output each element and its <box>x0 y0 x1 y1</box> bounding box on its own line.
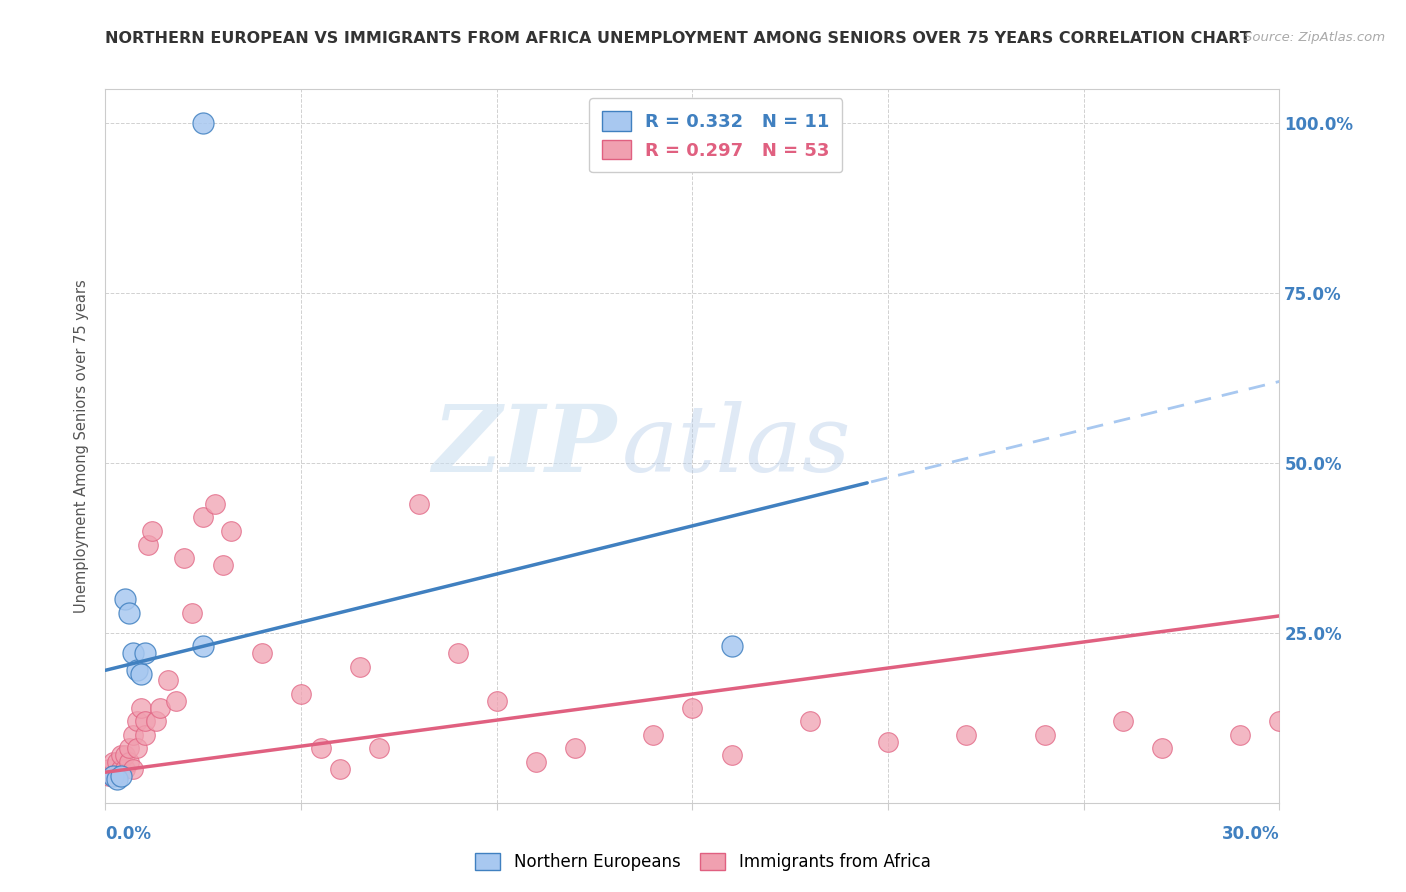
Point <box>121 646 143 660</box>
Point <box>110 762 132 776</box>
Point <box>114 748 136 763</box>
Point <box>329 762 352 776</box>
Point <box>129 666 152 681</box>
Point <box>180 606 202 620</box>
Point <box>98 769 121 783</box>
Point <box>134 728 156 742</box>
Point <box>446 646 468 660</box>
Point <box>309 741 332 756</box>
Text: ZIP: ZIP <box>432 401 616 491</box>
Point <box>145 714 167 729</box>
Point <box>219 524 242 538</box>
Point <box>250 646 273 660</box>
Point <box>110 769 132 783</box>
Point <box>134 714 156 729</box>
Point <box>149 700 172 714</box>
Point <box>173 551 195 566</box>
Point <box>1268 714 1291 729</box>
Point <box>1229 728 1251 742</box>
Point <box>118 755 141 769</box>
Legend: R = 0.332   N = 11, R = 0.297   N = 53: R = 0.332 N = 11, R = 0.297 N = 53 <box>589 98 842 172</box>
Point <box>193 116 215 130</box>
Point <box>1033 728 1056 742</box>
Point <box>564 741 586 756</box>
Point <box>105 769 128 783</box>
Point <box>125 663 148 677</box>
Text: atlas: atlas <box>621 401 852 491</box>
Point <box>118 606 141 620</box>
Point <box>129 700 152 714</box>
Point <box>1150 741 1173 756</box>
Point <box>105 755 128 769</box>
Point <box>157 673 180 688</box>
Point <box>524 755 547 769</box>
Point <box>165 694 187 708</box>
Point <box>138 537 160 551</box>
Y-axis label: Unemployment Among Seniors over 75 years: Unemployment Among Seniors over 75 years <box>75 279 90 613</box>
Point <box>877 734 900 748</box>
Point <box>121 762 143 776</box>
Point <box>105 772 128 786</box>
Point <box>681 700 703 714</box>
Point <box>211 558 233 572</box>
Point <box>368 741 391 756</box>
Point <box>720 748 742 763</box>
Point <box>114 762 136 776</box>
Text: 30.0%: 30.0% <box>1222 825 1279 843</box>
Point <box>1112 714 1135 729</box>
Point <box>125 741 148 756</box>
Point <box>114 591 136 606</box>
Point <box>125 714 148 729</box>
Point <box>408 497 430 511</box>
Point <box>799 714 821 729</box>
Legend: Northern Europeans, Immigrants from Africa: Northern Europeans, Immigrants from Afri… <box>467 845 939 880</box>
Point <box>141 524 163 538</box>
Point <box>193 510 215 524</box>
Point <box>485 694 508 708</box>
Point <box>134 646 156 660</box>
Point <box>103 769 125 783</box>
Point <box>349 660 371 674</box>
Text: 0.0%: 0.0% <box>105 825 152 843</box>
Point <box>204 497 226 511</box>
Point <box>720 640 742 654</box>
Text: Source: ZipAtlas.com: Source: ZipAtlas.com <box>1244 31 1385 45</box>
Point <box>290 687 312 701</box>
Point <box>118 741 141 756</box>
Text: NORTHERN EUROPEAN VS IMMIGRANTS FROM AFRICA UNEMPLOYMENT AMONG SENIORS OVER 75 Y: NORTHERN EUROPEAN VS IMMIGRANTS FROM AFR… <box>105 31 1251 46</box>
Point <box>193 640 215 654</box>
Point <box>103 769 125 783</box>
Point <box>955 728 977 742</box>
Point <box>103 755 125 769</box>
Point <box>643 728 665 742</box>
Point <box>121 728 143 742</box>
Point <box>98 762 121 776</box>
Point <box>110 748 132 763</box>
